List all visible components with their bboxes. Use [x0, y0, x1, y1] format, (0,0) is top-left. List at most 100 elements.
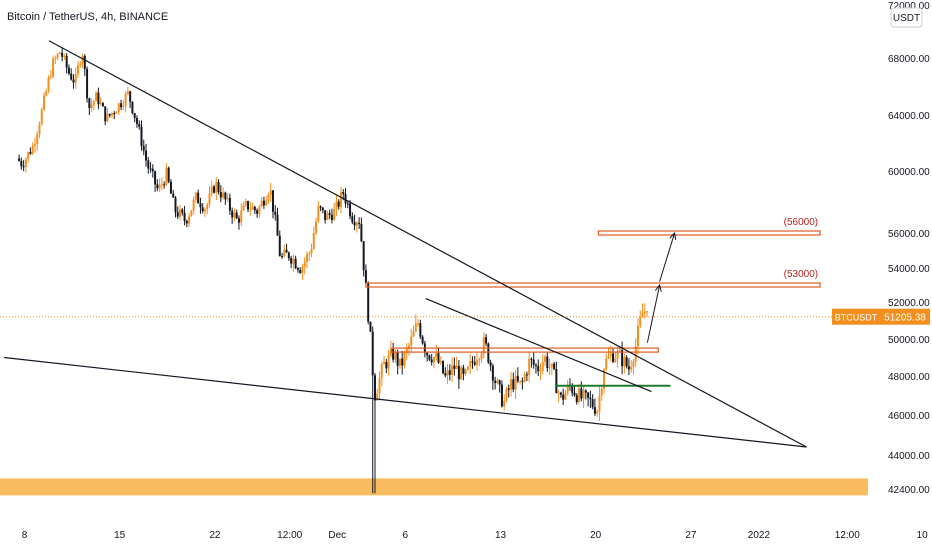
candle[interactable] [451, 357, 454, 382]
trendline-1[interactable] [48, 40, 807, 448]
candle[interactable] [301, 264, 304, 280]
candle[interactable] [485, 334, 488, 347]
candle[interactable] [335, 195, 338, 217]
candle[interactable] [262, 196, 265, 209]
candle[interactable] [33, 137, 36, 153]
candle[interactable] [525, 371, 528, 382]
candle[interactable] [507, 384, 510, 398]
candle[interactable] [591, 394, 594, 410]
candle[interactable] [40, 107, 43, 126]
candle[interactable] [444, 367, 447, 378]
candle[interactable] [296, 267, 299, 273]
candle[interactable] [54, 55, 57, 65]
candle[interactable] [226, 193, 229, 202]
candle[interactable] [169, 179, 172, 194]
candle[interactable] [131, 101, 134, 115]
candle[interactable] [56, 53, 59, 60]
candle[interactable] [387, 349, 390, 376]
demand-zone[interactable] [0, 478, 868, 496]
candle[interactable] [253, 205, 256, 215]
candle[interactable] [530, 357, 533, 368]
candle[interactable] [201, 203, 204, 214]
candle[interactable] [18, 154, 21, 162]
candle[interactable] [172, 189, 175, 198]
candle[interactable] [473, 355, 476, 367]
candle[interactable] [349, 199, 352, 220]
candle[interactable] [371, 326, 374, 494]
candle[interactable] [512, 372, 515, 393]
candle[interactable] [496, 378, 499, 385]
candle[interactable] [578, 384, 581, 404]
candle[interactable] [568, 378, 571, 391]
candle[interactable] [324, 210, 327, 224]
candle[interactable] [83, 54, 86, 76]
candle[interactable] [88, 97, 91, 116]
candle[interactable] [355, 221, 358, 233]
candle[interactable] [623, 353, 626, 374]
candle[interactable] [364, 264, 367, 283]
candle[interactable] [188, 213, 191, 228]
candle[interactable] [367, 281, 370, 325]
candle[interactable] [566, 380, 569, 396]
candle[interactable] [514, 369, 517, 399]
candle[interactable] [358, 217, 361, 229]
candle[interactable] [378, 371, 381, 401]
candle[interactable] [27, 151, 30, 163]
candle[interactable] [319, 205, 322, 212]
candle[interactable] [199, 197, 202, 214]
candle[interactable] [79, 60, 82, 68]
candle[interactable] [126, 86, 129, 96]
candle[interactable] [421, 335, 424, 345]
candle[interactable] [446, 363, 449, 384]
candle[interactable] [192, 196, 195, 215]
candle[interactable] [414, 314, 417, 333]
candle[interactable] [215, 177, 218, 201]
candle[interactable] [523, 371, 526, 383]
candle[interactable] [589, 390, 592, 409]
candle[interactable] [321, 207, 324, 214]
candle[interactable] [432, 356, 435, 369]
candle[interactable] [408, 342, 411, 356]
candle[interactable] [328, 209, 331, 220]
candle[interactable] [598, 386, 601, 422]
candle[interactable] [337, 199, 340, 210]
candle[interactable] [401, 350, 404, 375]
candle[interactable] [228, 193, 231, 215]
candle[interactable] [544, 354, 547, 367]
candle[interactable] [115, 110, 118, 114]
candle[interactable] [63, 53, 66, 60]
candle[interactable] [362, 241, 365, 277]
candle[interactable] [224, 191, 227, 205]
candle[interactable] [308, 251, 311, 262]
candle[interactable] [61, 48, 64, 62]
candle[interactable] [639, 310, 642, 329]
candle[interactable] [555, 361, 558, 394]
candle[interactable] [510, 371, 513, 397]
candle[interactable] [160, 177, 163, 191]
candle[interactable] [521, 377, 524, 390]
candle[interactable] [491, 363, 494, 390]
candle[interactable] [498, 379, 501, 393]
candle[interactable] [455, 356, 458, 369]
candle[interactable] [281, 252, 284, 259]
candle[interactable] [29, 147, 32, 155]
candle[interactable] [419, 319, 422, 340]
candle[interactable] [31, 142, 34, 155]
candle[interactable] [562, 388, 565, 405]
candle[interactable] [208, 185, 211, 208]
candle[interactable] [294, 255, 297, 269]
candle[interactable] [197, 189, 200, 204]
candle[interactable] [222, 187, 225, 200]
candle[interactable] [185, 219, 188, 228]
candle[interactable] [412, 325, 415, 337]
candle[interactable] [81, 53, 84, 69]
candle[interactable] [389, 340, 392, 358]
candle[interactable] [317, 200, 320, 223]
candle[interactable] [315, 218, 318, 236]
candle[interactable] [86, 66, 89, 103]
candle[interactable] [559, 391, 562, 398]
candle[interactable] [627, 358, 630, 376]
candle[interactable] [231, 207, 234, 224]
candle[interactable] [256, 208, 259, 218]
candle[interactable] [575, 393, 578, 405]
